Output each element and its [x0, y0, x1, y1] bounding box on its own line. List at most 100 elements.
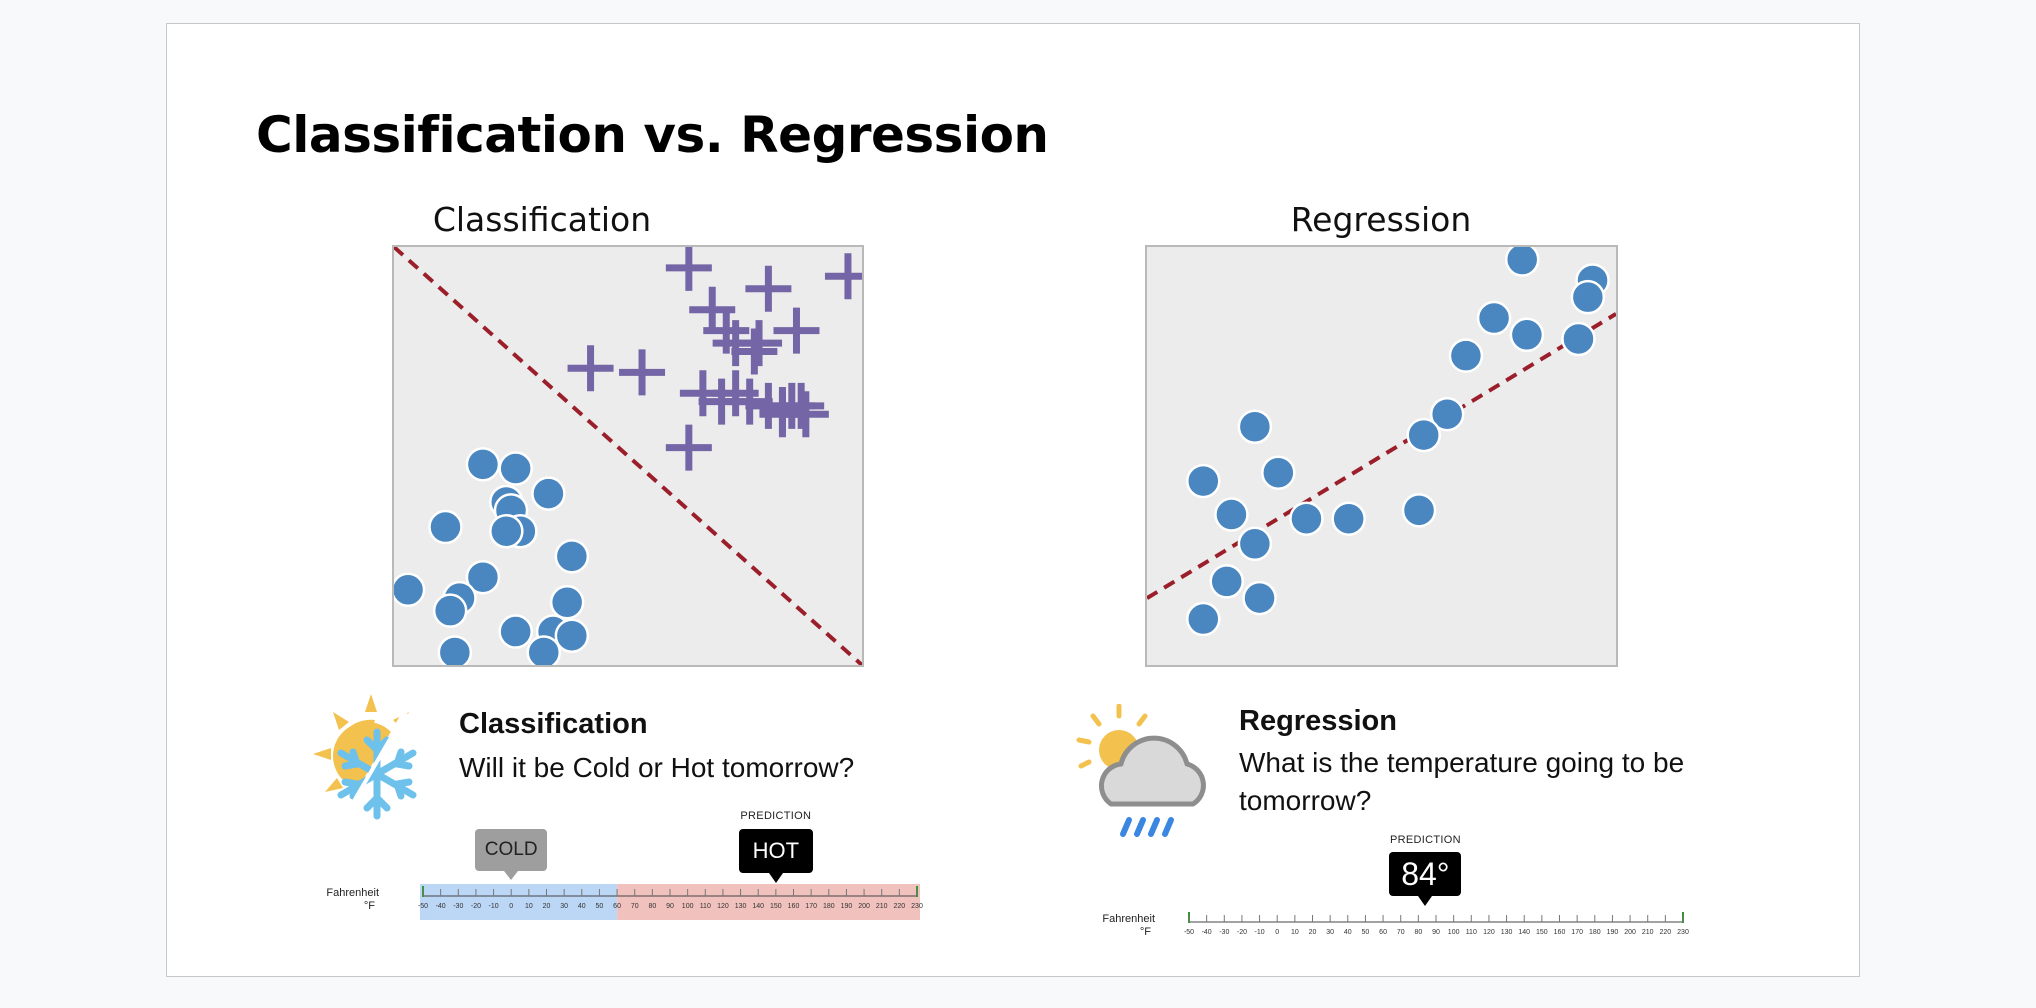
classification-scale-svg: -50 -40 -30 -20 -10 0 10 20 30 40 50 60 70 80 90 100 110… — [418, 884, 923, 920]
scale-tick-label: 160 — [1554, 929, 1566, 936]
circle-data-point — [1261, 455, 1296, 490]
regression-prediction-tag: 84° — [1389, 852, 1462, 906]
scale-tick-label: 210 — [876, 903, 888, 910]
scale-tick-label: 220 — [1660, 929, 1672, 936]
circle-data-point — [498, 614, 533, 649]
scale-tick-label: -30 — [1219, 929, 1229, 936]
circle-data-point — [1476, 300, 1512, 336]
regression-temperature-scale: -50 -40 -30 -20 -10 0 10 20 30 40 50 60 70 80 90 100 110… — [1179, 906, 1693, 950]
circle-data-point — [1242, 580, 1277, 616]
scale-tick-label: 220 — [894, 903, 906, 910]
scale-tick-label: 120 — [1483, 929, 1495, 936]
circle-data-point — [1570, 279, 1606, 315]
regression-scatter-svg — [1147, 247, 1616, 637]
scale-tick-label: 110 — [700, 903, 711, 910]
classification-card-title: Classification — [459, 708, 648, 740]
circle-data-point — [1406, 417, 1441, 453]
circle-data-point — [1214, 497, 1249, 532]
scale-tick-label: -50 — [418, 903, 428, 910]
scale-tick-label: 170 — [1571, 929, 1583, 936]
scale-tick-label: 190 — [841, 903, 853, 910]
circle-data-point — [1237, 526, 1273, 562]
scale-tick-label: 40 — [1344, 929, 1352, 936]
scale-tick-label: 60 — [613, 903, 621, 910]
scale-tick-label: 0 — [1275, 929, 1279, 936]
plus-data-point — [736, 320, 783, 367]
scale-tick-label: 70 — [631, 903, 639, 910]
scale-tick-label: 20 — [543, 903, 551, 910]
cold-range-band — [420, 884, 618, 920]
scale-tick-label: -50 — [1184, 929, 1194, 936]
classification-card-question: Will it be Cold or Hot tomorrow? — [459, 752, 855, 783]
circle-data-point — [1401, 493, 1437, 528]
circle-data-point — [1209, 564, 1244, 599]
scale-tick-label: 230 — [911, 903, 923, 910]
scale-tick-label: 140 — [752, 903, 764, 910]
circle-data-point — [489, 513, 524, 549]
circle-data-point — [465, 559, 501, 595]
scale-tick-label: -30 — [453, 903, 463, 910]
scale-tick-label: -10 — [489, 903, 499, 910]
classification-scale-unit-label: Fahrenheit — [326, 887, 379, 899]
circle-data-point — [1448, 338, 1484, 373]
scale-tick-label: 150 — [770, 903, 782, 910]
plus-data-point — [773, 307, 820, 354]
scale-tick-label: 90 — [1432, 929, 1440, 936]
regression-plot-heading: Regression — [1290, 200, 1472, 239]
decision-boundary-line — [394, 247, 862, 665]
regression-scale-unit-label: Fahrenheit — [1102, 913, 1155, 925]
plus-data-point — [665, 247, 712, 291]
hot-tag: HOT — [738, 829, 813, 883]
circle-data-point — [554, 539, 590, 574]
scale-tick-label: 180 — [1589, 929, 1601, 936]
scale-tick-label: 180 — [823, 903, 835, 910]
scale-tick-label: 150 — [1536, 929, 1548, 936]
circle-data-point — [531, 476, 566, 511]
regression-scatter-plot — [1145, 245, 1618, 667]
scale-tick-label: 50 — [1362, 929, 1370, 936]
classification-scatter-svg — [394, 247, 862, 665]
scale-tick-label: 130 — [1501, 929, 1513, 936]
scale-tick-label: 120 — [717, 903, 729, 910]
sun-snowflake-icon — [311, 692, 441, 822]
regression-prediction-caption: PREDICTION — [1389, 834, 1461, 846]
circle-data-point — [526, 635, 562, 665]
cold-tag-pointer — [504, 871, 519, 880]
scale-tick-label: 30 — [1326, 929, 1334, 936]
plus-data-point — [731, 328, 778, 375]
scale-tick-label: 10 — [525, 903, 533, 910]
circle-data-point — [437, 635, 473, 665]
circle-data-point — [549, 585, 585, 620]
classification-temperature-scale: -50 -40 -30 -20 -10 0 10 20 30 40 50 60 70 80 90 100 110… — [413, 878, 927, 922]
scale-tick-label: -40 — [1202, 929, 1212, 936]
scale-tick-label: -40 — [436, 903, 446, 910]
cold-tag: COLD — [475, 829, 548, 880]
scale-tick-label: 40 — [578, 903, 586, 910]
classification-plot-heading: Classification — [432, 200, 652, 239]
circle-data-point — [1504, 247, 1540, 277]
scale-tick-label: 50 — [596, 903, 604, 910]
plus-data-point — [665, 424, 712, 471]
circle-data-point — [1186, 601, 1221, 637]
scale-tick-label: 30 — [560, 903, 568, 910]
plus-data-point — [824, 253, 862, 300]
circle-data-point — [1331, 501, 1366, 536]
circle-data-point — [432, 593, 468, 628]
scale-tick-label: 10 — [1291, 929, 1299, 936]
circle-data-point — [394, 572, 426, 608]
circle-data-point — [1509, 317, 1545, 353]
regression-card-title: Regression — [1239, 705, 1397, 737]
regression-prediction-label: 84° — [1389, 852, 1462, 896]
classification-scatter-plot — [392, 245, 864, 667]
scale-tick-label: 60 — [1379, 929, 1387, 936]
sun-cloud-rain-icon — [1075, 703, 1211, 854]
circle-data-point — [465, 447, 501, 482]
regression-scale-unit-symbol: °F — [1139, 926, 1151, 938]
plus-data-point — [745, 265, 792, 312]
circle-data-point — [1289, 501, 1324, 536]
scale-tick-label: -20 — [471, 903, 481, 910]
scale-tick-label: 210 — [1642, 929, 1654, 936]
hot-tag-label: HOT — [738, 829, 813, 873]
scale-tick-label: 90 — [666, 903, 674, 910]
circle-data-point — [1237, 409, 1273, 444]
